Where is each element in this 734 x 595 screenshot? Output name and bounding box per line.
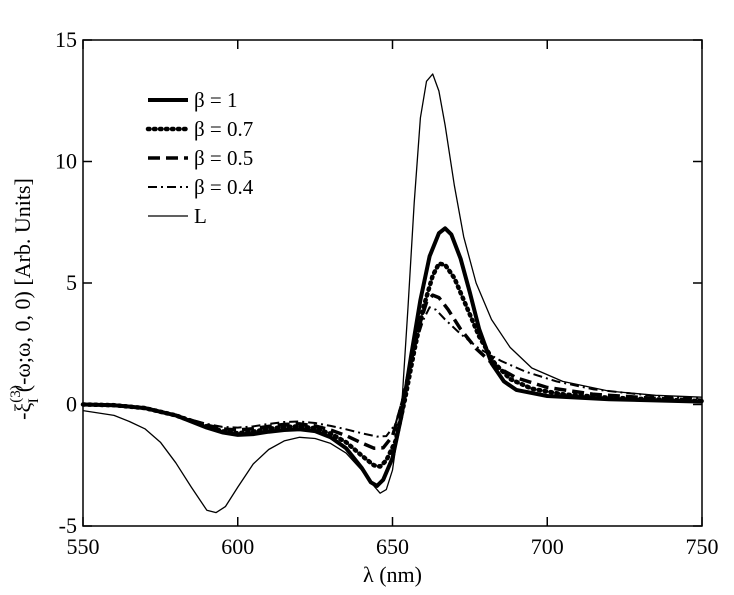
series-line-4	[82, 73, 703, 514]
legend-label-1: β = 0.7	[194, 117, 253, 141]
legend: β = 1 β = 0.7 β = 0.5 β = 0.4 L	[145, 88, 254, 228]
series-line-1	[80, 261, 705, 469]
series-layer	[80, 73, 705, 514]
x-tick-label-4: 750	[686, 534, 719, 559]
legend-label-4: L	[194, 204, 207, 228]
x-tick-label-0: 550	[67, 534, 100, 559]
x-axis-label: λ (nm)	[363, 562, 422, 587]
x-tick-label-3: 700	[531, 534, 564, 559]
tick-labels-layer: 550 600 650 700 750 -5 0 5 10 15	[55, 27, 719, 559]
y-tick-label-3: 10	[55, 149, 77, 174]
series-line-2	[82, 293, 703, 450]
x-tick-label-2: 650	[376, 534, 409, 559]
legend-label-3: β = 0.4	[194, 175, 254, 199]
ticks-layer	[82, 39, 703, 527]
y-tick-label-1: 0	[66, 392, 77, 417]
y-tick-label-4: 15	[55, 27, 77, 52]
y-tick-label-0: -5	[59, 513, 77, 538]
x-tick-label-1: 600	[221, 534, 254, 559]
legend-label-2: β = 0.5	[194, 146, 253, 170]
legend-label-0: β = 1	[194, 88, 238, 112]
y-tick-label-2: 5	[66, 270, 77, 295]
